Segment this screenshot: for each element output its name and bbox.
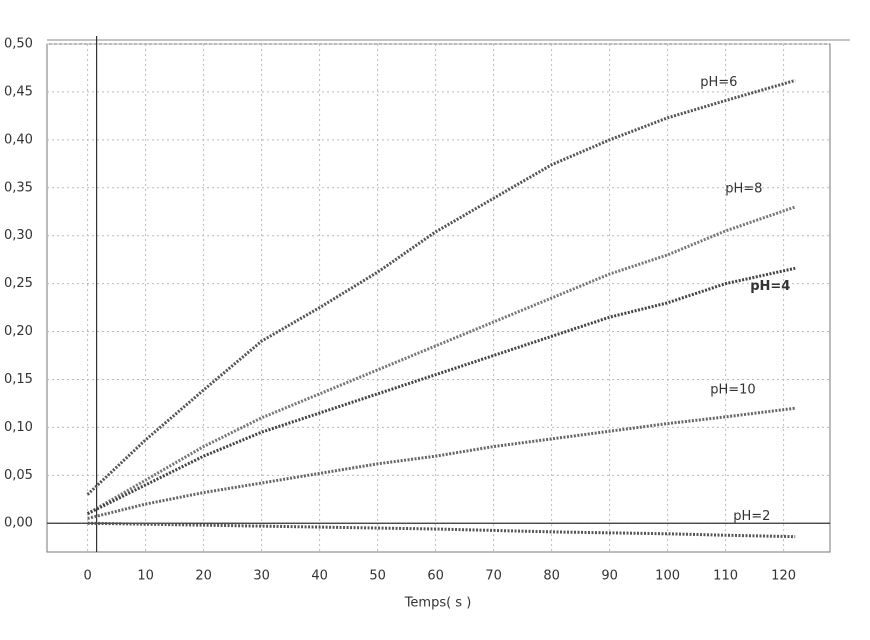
y-tick-label: 0,30 xyxy=(4,228,33,243)
y-tick-label: 0,35 xyxy=(4,180,33,195)
x-tick-label: 90 xyxy=(601,569,618,584)
y-tick-label: 0,25 xyxy=(4,276,33,291)
series-label: pH=10 xyxy=(710,383,755,398)
y-tick-label: 0,10 xyxy=(4,420,33,435)
series-line xyxy=(86,78,796,496)
series-label: pH=8 xyxy=(725,181,762,196)
x-tick-label: 30 xyxy=(253,569,270,584)
y-tick-label: 0,00 xyxy=(4,516,33,531)
y-tick-label: 0,20 xyxy=(4,324,33,339)
series-line xyxy=(87,406,796,520)
x-tick-label: 0 xyxy=(83,569,91,584)
y-tick-label: 0,15 xyxy=(4,372,33,387)
series-label: pH=4 xyxy=(750,279,790,294)
plot-frame xyxy=(46,43,831,553)
x-tick-label: 60 xyxy=(427,569,444,584)
x-tick-label: 120 xyxy=(771,569,796,584)
x-tick-label: 40 xyxy=(311,569,328,584)
y-tick-label: 0,45 xyxy=(4,84,33,99)
y-tick-label: 0,50 xyxy=(4,37,33,52)
x-tick-label: 70 xyxy=(485,569,502,584)
series-label: pH=6 xyxy=(700,75,737,90)
series-line xyxy=(87,521,796,539)
x-tick-label: 50 xyxy=(369,569,386,584)
x-tick-label: 110 xyxy=(713,569,738,584)
x-tick-label: 10 xyxy=(137,569,154,584)
series-line xyxy=(86,266,796,516)
y-tick-label: 0,05 xyxy=(4,468,33,483)
x-tick-label: 80 xyxy=(543,569,560,584)
series-label: pH=2 xyxy=(733,509,770,524)
x-axis-label: Temps( s ) xyxy=(404,596,472,611)
y-tick-label: 0,40 xyxy=(4,132,33,147)
series-line xyxy=(86,205,796,515)
x-tick-label: 20 xyxy=(195,569,212,584)
x-tick-label: 100 xyxy=(655,569,680,584)
